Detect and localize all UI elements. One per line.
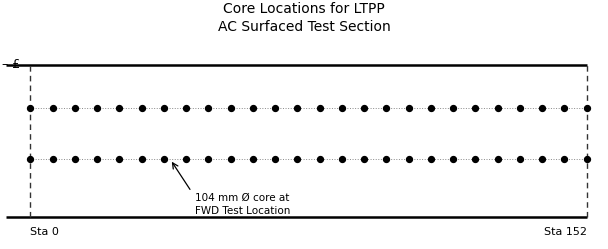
Point: [114, 106, 124, 110]
Point: [159, 106, 169, 110]
Point: [537, 106, 547, 110]
Point: [515, 106, 525, 110]
Text: – £: – £: [2, 58, 20, 71]
Point: [493, 157, 503, 161]
Point: [114, 157, 124, 161]
Point: [493, 106, 503, 110]
Point: [404, 106, 413, 110]
Point: [26, 157, 35, 161]
Point: [382, 157, 392, 161]
Point: [137, 157, 147, 161]
Point: [404, 157, 413, 161]
Point: [48, 157, 58, 161]
Point: [426, 106, 436, 110]
Point: [337, 106, 347, 110]
Point: [226, 157, 235, 161]
Point: [582, 106, 592, 110]
Point: [92, 157, 102, 161]
Point: [226, 106, 235, 110]
Point: [92, 106, 102, 110]
Point: [271, 106, 280, 110]
Point: [537, 157, 547, 161]
Point: [248, 157, 258, 161]
Point: [471, 106, 480, 110]
Text: 104 mm Ø core at
FWD Test Location: 104 mm Ø core at FWD Test Location: [195, 193, 290, 216]
Point: [292, 157, 302, 161]
Point: [426, 157, 436, 161]
Point: [559, 106, 569, 110]
Point: [181, 106, 191, 110]
Point: [48, 106, 58, 110]
Point: [137, 106, 147, 110]
Point: [471, 157, 480, 161]
Point: [70, 106, 80, 110]
Text: Core Locations for LTPP
AC Surfaced Test Section: Core Locations for LTPP AC Surfaced Test…: [218, 2, 390, 34]
Point: [582, 157, 592, 161]
Point: [248, 106, 258, 110]
Point: [271, 157, 280, 161]
Point: [159, 157, 169, 161]
Point: [359, 106, 369, 110]
Point: [292, 106, 302, 110]
Point: [70, 157, 80, 161]
Point: [359, 157, 369, 161]
Point: [559, 157, 569, 161]
Point: [448, 157, 458, 161]
Point: [515, 157, 525, 161]
Text: Sta 0: Sta 0: [30, 227, 59, 237]
Point: [204, 157, 213, 161]
Point: [181, 157, 191, 161]
Point: [26, 106, 35, 110]
Point: [315, 106, 325, 110]
Point: [337, 157, 347, 161]
Text: Sta 152: Sta 152: [544, 227, 587, 237]
Point: [448, 106, 458, 110]
Point: [315, 157, 325, 161]
Point: [382, 106, 392, 110]
Point: [204, 106, 213, 110]
